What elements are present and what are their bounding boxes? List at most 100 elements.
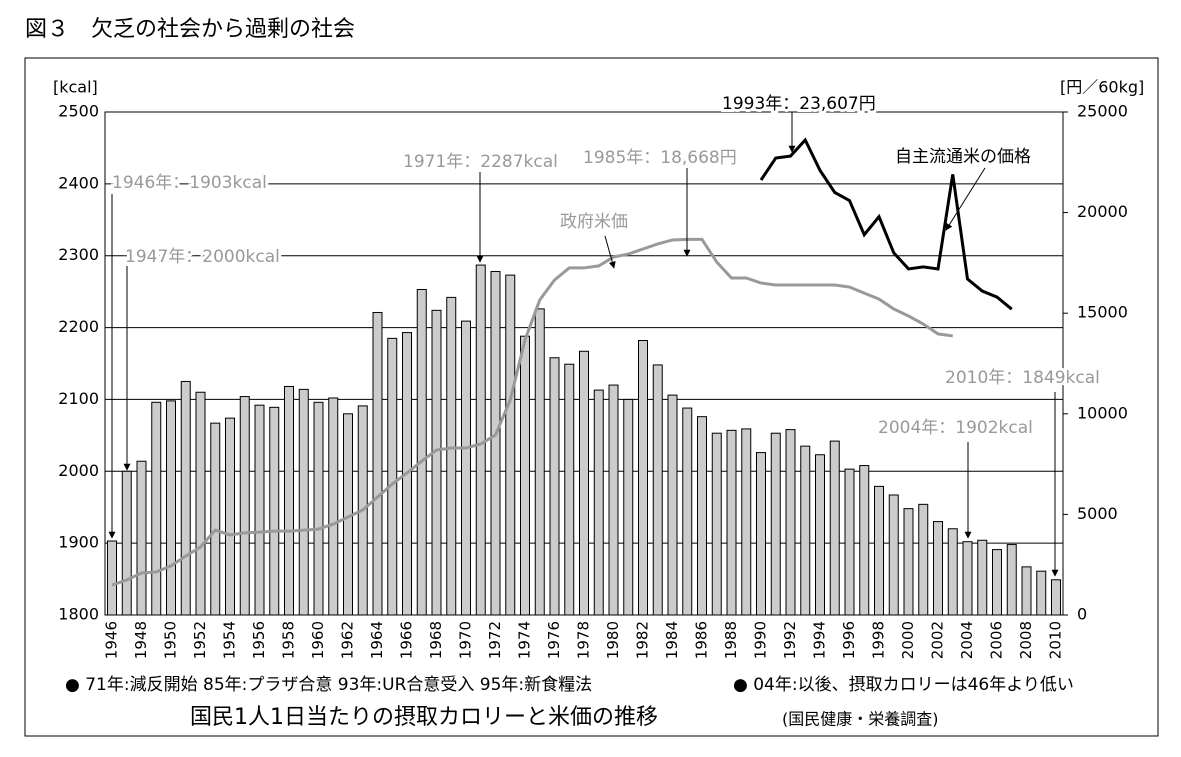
bar	[180, 380, 191, 616]
bar	[977, 539, 988, 616]
bar	[534, 308, 545, 616]
y2-tick-label: 25000	[1077, 102, 1128, 121]
annotation: 1985年：18,668円	[583, 148, 737, 168]
x-tick-label: 1968	[427, 621, 445, 659]
bar	[269, 406, 280, 616]
bar	[520, 335, 530, 616]
annotation: 1993年：23,607円	[722, 94, 876, 114]
x-tick-label: 1976	[545, 621, 563, 659]
bar	[387, 337, 398, 616]
x-tick-label: 2006	[988, 621, 1006, 659]
x-tick-label: 1986	[693, 621, 711, 659]
header-title: 図３ 欠乏の社会から過剰の社会	[25, 17, 355, 42]
bar	[284, 385, 294, 616]
bar	[579, 350, 589, 616]
source: (国民健康・栄養調査)	[782, 710, 939, 729]
x-tick-label: 2000	[899, 621, 917, 659]
x-tick-label: 2008	[1017, 621, 1035, 659]
bar	[741, 428, 752, 616]
bar	[962, 541, 973, 616]
bar	[564, 363, 575, 616]
annotation: 1946年：1903kcal	[112, 173, 267, 193]
x-tick-label: 1970	[457, 621, 475, 659]
bar	[608, 384, 619, 616]
frame	[24, 57, 1159, 737]
bar	[475, 264, 486, 616]
bar	[874, 485, 884, 616]
x-tick-label: 1982	[634, 621, 652, 659]
x-tick-label: 1972	[486, 621, 504, 659]
line	[111, 237, 953, 587]
annotation: 2010年：1849kcal	[945, 368, 1100, 388]
arrow	[604, 235, 616, 269]
y-axis-unit: [kcal]	[53, 78, 98, 97]
y-tick-label: 2200	[58, 317, 99, 336]
y-tick-label: 1800	[58, 605, 99, 624]
x-tick-label: 2010	[1047, 621, 1065, 659]
x-tick-label: 1952	[191, 621, 209, 659]
annotation: 1971年：2287kcal	[403, 152, 558, 172]
bar	[711, 432, 722, 616]
bar	[888, 494, 899, 616]
annotation: 1947年：2000kcal	[125, 247, 280, 267]
x-tick-label: 1980	[604, 621, 622, 659]
bar	[210, 422, 221, 616]
bar	[992, 549, 1002, 616]
bar	[918, 503, 929, 616]
bar	[313, 401, 324, 616]
x-tick-label: 1998	[870, 621, 888, 659]
y-tick-label: 2000	[58, 461, 99, 480]
bar	[785, 429, 796, 616]
bar	[1021, 566, 1032, 616]
bar	[903, 508, 914, 616]
bar	[195, 391, 206, 616]
x-tick-label: 1984	[663, 621, 681, 659]
x-tick-label: 1994	[811, 621, 829, 659]
x-tick-label: 1996	[840, 621, 858, 659]
bar	[756, 452, 766, 616]
bar	[239, 396, 250, 616]
x-tick-label: 1992	[781, 621, 799, 659]
y-tick-label: 2100	[58, 389, 99, 408]
bar	[136, 460, 147, 616]
x-tick-label: 2004	[958, 621, 976, 659]
arrow	[945, 167, 986, 231]
bar	[490, 271, 501, 616]
bar	[298, 388, 309, 616]
bar	[549, 357, 560, 616]
y2-tick-label: 15000	[1077, 303, 1128, 322]
bar	[461, 320, 471, 616]
note: ● 71年:減反開始 85年:プラザ合意 93年:UR合意受入 95年:新食糧法	[65, 675, 592, 695]
bar	[844, 468, 855, 616]
series-label: 自主流通米の価格	[895, 147, 1031, 167]
bar	[667, 394, 678, 616]
caption: 国民1人1日当たりの摂取カロリーと米価の推移	[190, 705, 658, 730]
bar	[107, 540, 117, 616]
bar	[829, 440, 840, 616]
series-label: 政府米価	[560, 212, 628, 232]
y-tick-label: 2400	[58, 173, 99, 192]
y2-axis-unit: [円／60kg]	[1060, 78, 1144, 97]
bar	[254, 404, 265, 616]
y-tick-label: 2500	[58, 102, 99, 121]
x-tick-label: 1966	[398, 621, 416, 659]
bar	[770, 432, 781, 616]
line	[759, 137, 1013, 311]
x-tick-label: 1990	[752, 621, 770, 659]
x-tick-label: 1962	[339, 621, 357, 659]
bar	[623, 398, 634, 616]
x-tick-label: 1974	[516, 621, 534, 659]
y-tick-label: 2300	[58, 245, 99, 264]
bar	[800, 445, 811, 616]
bar	[446, 296, 457, 616]
bar	[697, 416, 707, 616]
bar	[1006, 544, 1017, 616]
x-tick-label: 1950	[162, 621, 180, 659]
x-tick-label: 1946	[103, 621, 121, 659]
bar	[1051, 579, 1061, 616]
y-tick-label: 1900	[58, 533, 99, 552]
bar	[859, 465, 870, 616]
annotation: 2004年：1902kcal	[878, 418, 1033, 438]
bar	[933, 521, 943, 616]
